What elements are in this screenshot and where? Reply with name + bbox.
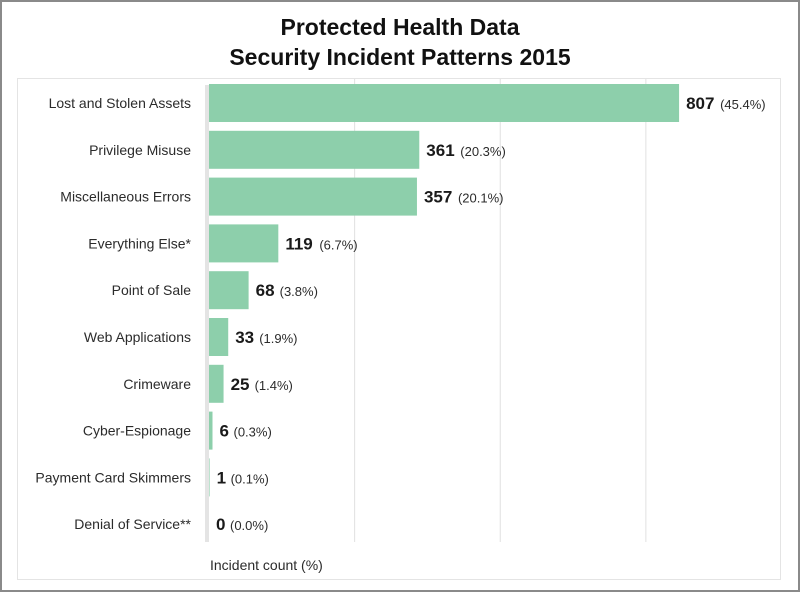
percent-label: (3.8%) <box>280 284 318 299</box>
percent-label: (45.4%) <box>720 97 766 112</box>
value-label: 119 <box>285 234 312 253</box>
category-label: Crimeware <box>123 376 191 392</box>
value-label: 357 <box>424 188 452 207</box>
percent-label: (0.1%) <box>231 471 269 486</box>
bar <box>209 458 210 497</box>
category-label: Everything Else* <box>88 235 191 251</box>
percent-label: (6.7%) <box>319 237 357 252</box>
value-label: 6 <box>219 422 228 441</box>
chart-title: Protected Health Data <box>280 14 520 40</box>
percent-label: (0.0%) <box>230 518 268 533</box>
bar <box>209 271 249 310</box>
percent-label: (1.4%) <box>255 378 293 393</box>
category-label: Miscellaneous Errors <box>60 189 191 205</box>
percent-label: (0.3%) <box>233 425 271 440</box>
value-label: 1 <box>217 468 226 487</box>
bar <box>209 224 279 263</box>
value-label: 33 <box>235 328 254 347</box>
chart-subtitle: Security Incident Patterns 2015 <box>229 44 571 70</box>
category-label: Web Applications <box>84 329 191 345</box>
value-label: 68 <box>256 281 275 300</box>
category-label: Denial of Service** <box>74 516 191 532</box>
category-label: Cyber-Espionage <box>83 423 191 439</box>
percent-label: (20.1%) <box>458 191 504 206</box>
bar <box>209 84 680 122</box>
bar <box>209 130 420 169</box>
category-label: Point of Sale <box>112 282 192 298</box>
y-axis-line <box>205 85 209 542</box>
bar <box>209 364 224 403</box>
plot-border <box>17 78 781 580</box>
value-label: 25 <box>231 375 250 394</box>
value-label: 807 <box>686 94 714 113</box>
x-axis-label: Incident count (%) <box>210 557 323 573</box>
bar <box>209 411 213 450</box>
value-label: 361 <box>426 141 454 160</box>
category-label: Lost and Stolen Assets <box>49 95 191 111</box>
bar <box>209 177 417 216</box>
value-label: 0 <box>216 515 225 534</box>
category-label: Payment Card Skimmers <box>35 469 191 485</box>
percent-label: (1.9%) <box>259 331 297 346</box>
category-label: Privilege Misuse <box>89 142 191 158</box>
percent-label: (20.3%) <box>460 144 506 159</box>
bar <box>209 318 229 356</box>
